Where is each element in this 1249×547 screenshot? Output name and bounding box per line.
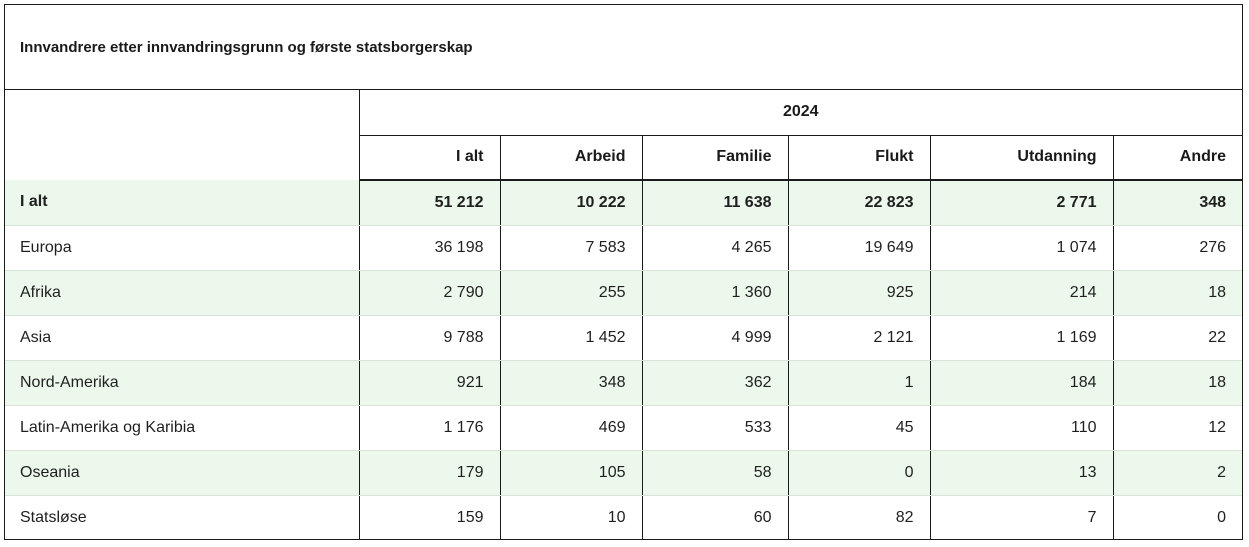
- table-cell: 179: [358, 450, 500, 496]
- table-cell: 214: [929, 270, 1113, 316]
- row-label: Asia: [5, 315, 359, 361]
- table-cell: 11 638: [641, 180, 788, 226]
- row-label: Oseania: [5, 450, 359, 496]
- table-cell: 276: [1112, 225, 1243, 271]
- table-body: I alt 51 212 10 222 11 638 22 823 2 771 348 Eur…: [5, 180, 1243, 540]
- table-cell: 45: [787, 405, 930, 451]
- table-cell: 36 198: [358, 225, 500, 271]
- table-cell: 2 121: [787, 315, 930, 361]
- year-header: 2024: [358, 90, 1243, 136]
- table-row: Afrika 2 790 255 1 360 925 214 18: [5, 270, 1243, 316]
- table-cell: 255: [499, 270, 642, 316]
- row-label: Statsløse: [20, 508, 87, 526]
- table-cell: 51 212: [358, 180, 500, 226]
- statistics-table-container: Innvandrere etter innvandringsgrunn og f…: [4, 4, 1243, 540]
- table-cell: 58: [641, 450, 788, 496]
- row-label: Afrika: [5, 270, 359, 316]
- table-header: 2024 I alt Arbeid Familie Flukt Utdannin…: [5, 90, 1243, 181]
- table-cell: 1 360: [641, 270, 788, 316]
- table-cell: 348: [499, 360, 642, 406]
- table-row: Asia 9 788 1 452 4 999 2 121 1 169 22: [5, 315, 1243, 361]
- table-cell: 1 176: [358, 405, 500, 451]
- table-cell: 7 583: [499, 225, 642, 271]
- table-cell: 18: [1112, 270, 1243, 316]
- table-cell: 362: [641, 360, 788, 406]
- table-cell: 105: [499, 450, 642, 496]
- column-header-i-alt: I alt: [358, 135, 500, 181]
- table-cell: 22: [1112, 315, 1243, 361]
- table-cell: 469: [499, 405, 642, 451]
- table-cell: 925: [787, 270, 930, 316]
- table-cell: 1 169: [929, 315, 1113, 361]
- row-label: I alt: [5, 180, 359, 226]
- table-cell: 1 452: [499, 315, 642, 361]
- table-cell: 2 771: [929, 180, 1113, 226]
- table-row: Oseania 179 105 58 0 13 2: [5, 450, 1243, 496]
- year-header-row: 2024: [5, 90, 1243, 136]
- table-cell: 921: [358, 360, 500, 406]
- table-cell: 60: [641, 495, 788, 540]
- table-cell: 9 788: [358, 315, 500, 361]
- table-cell: 19 649: [787, 225, 930, 271]
- table-cell: 2: [1112, 450, 1243, 496]
- row-label: Latin-Amerika og Karibia: [5, 405, 359, 451]
- table-cell: 12: [1112, 405, 1243, 451]
- table-title: Innvandrere etter innvandringsgrunn og f…: [5, 5, 1242, 90]
- total-row: I alt 51 212 10 222 11 638 22 823 2 771 348: [5, 180, 1243, 226]
- column-header-andre: Andre: [1112, 135, 1243, 181]
- table-cell: 10 222: [499, 180, 642, 226]
- corner-cell: [5, 90, 359, 180]
- table-cell: 110: [929, 405, 1113, 451]
- table-row: Latin-Amerika og Karibia 1 176 469 533 45 110…: [5, 405, 1243, 451]
- table-row: Nord-Amerika 921 348 362 1 184 18: [5, 360, 1243, 406]
- table-cell: 7: [929, 495, 1113, 540]
- table-row: Europa 36 198 7 583 4 265 19 649 1 074 276: [5, 225, 1243, 271]
- column-header-arbeid: Arbeid: [499, 135, 642, 181]
- table-cell: 348: [1112, 180, 1243, 226]
- table-cell: 18: [1112, 360, 1243, 406]
- table-cell: 184: [929, 360, 1113, 406]
- table-cell: 22 823: [787, 180, 930, 226]
- table-cell: 159: [358, 495, 500, 540]
- column-header-flukt: Flukt: [787, 135, 930, 181]
- data-table: 2024 I alt Arbeid Familie Flukt Utdannin…: [5, 90, 1243, 540]
- column-header-familie: Familie: [641, 135, 788, 181]
- table-cell: 0: [1112, 495, 1243, 540]
- row-label: Europa: [5, 225, 359, 271]
- column-header-utdanning: Utdanning: [929, 135, 1113, 181]
- table-cell: 4 999: [641, 315, 788, 361]
- table-row: Statsløse 159 10 60 82 7 0: [5, 495, 1243, 540]
- table-cell: 1: [787, 360, 930, 406]
- table-cell: 10: [499, 495, 642, 540]
- row-label: Nord-Amerika: [5, 360, 359, 406]
- table-cell: 13: [929, 450, 1113, 496]
- table-cell: 1 074: [929, 225, 1113, 271]
- column-header-row: I alt Arbeid Familie Flukt Utdanning And…: [5, 135, 1243, 181]
- table-cell: 4 265: [641, 225, 788, 271]
- table-cell: 2 790: [358, 270, 500, 316]
- table-cell: 0: [787, 450, 930, 496]
- table-cell: 533: [641, 405, 788, 451]
- table-cell: 82: [787, 495, 930, 540]
